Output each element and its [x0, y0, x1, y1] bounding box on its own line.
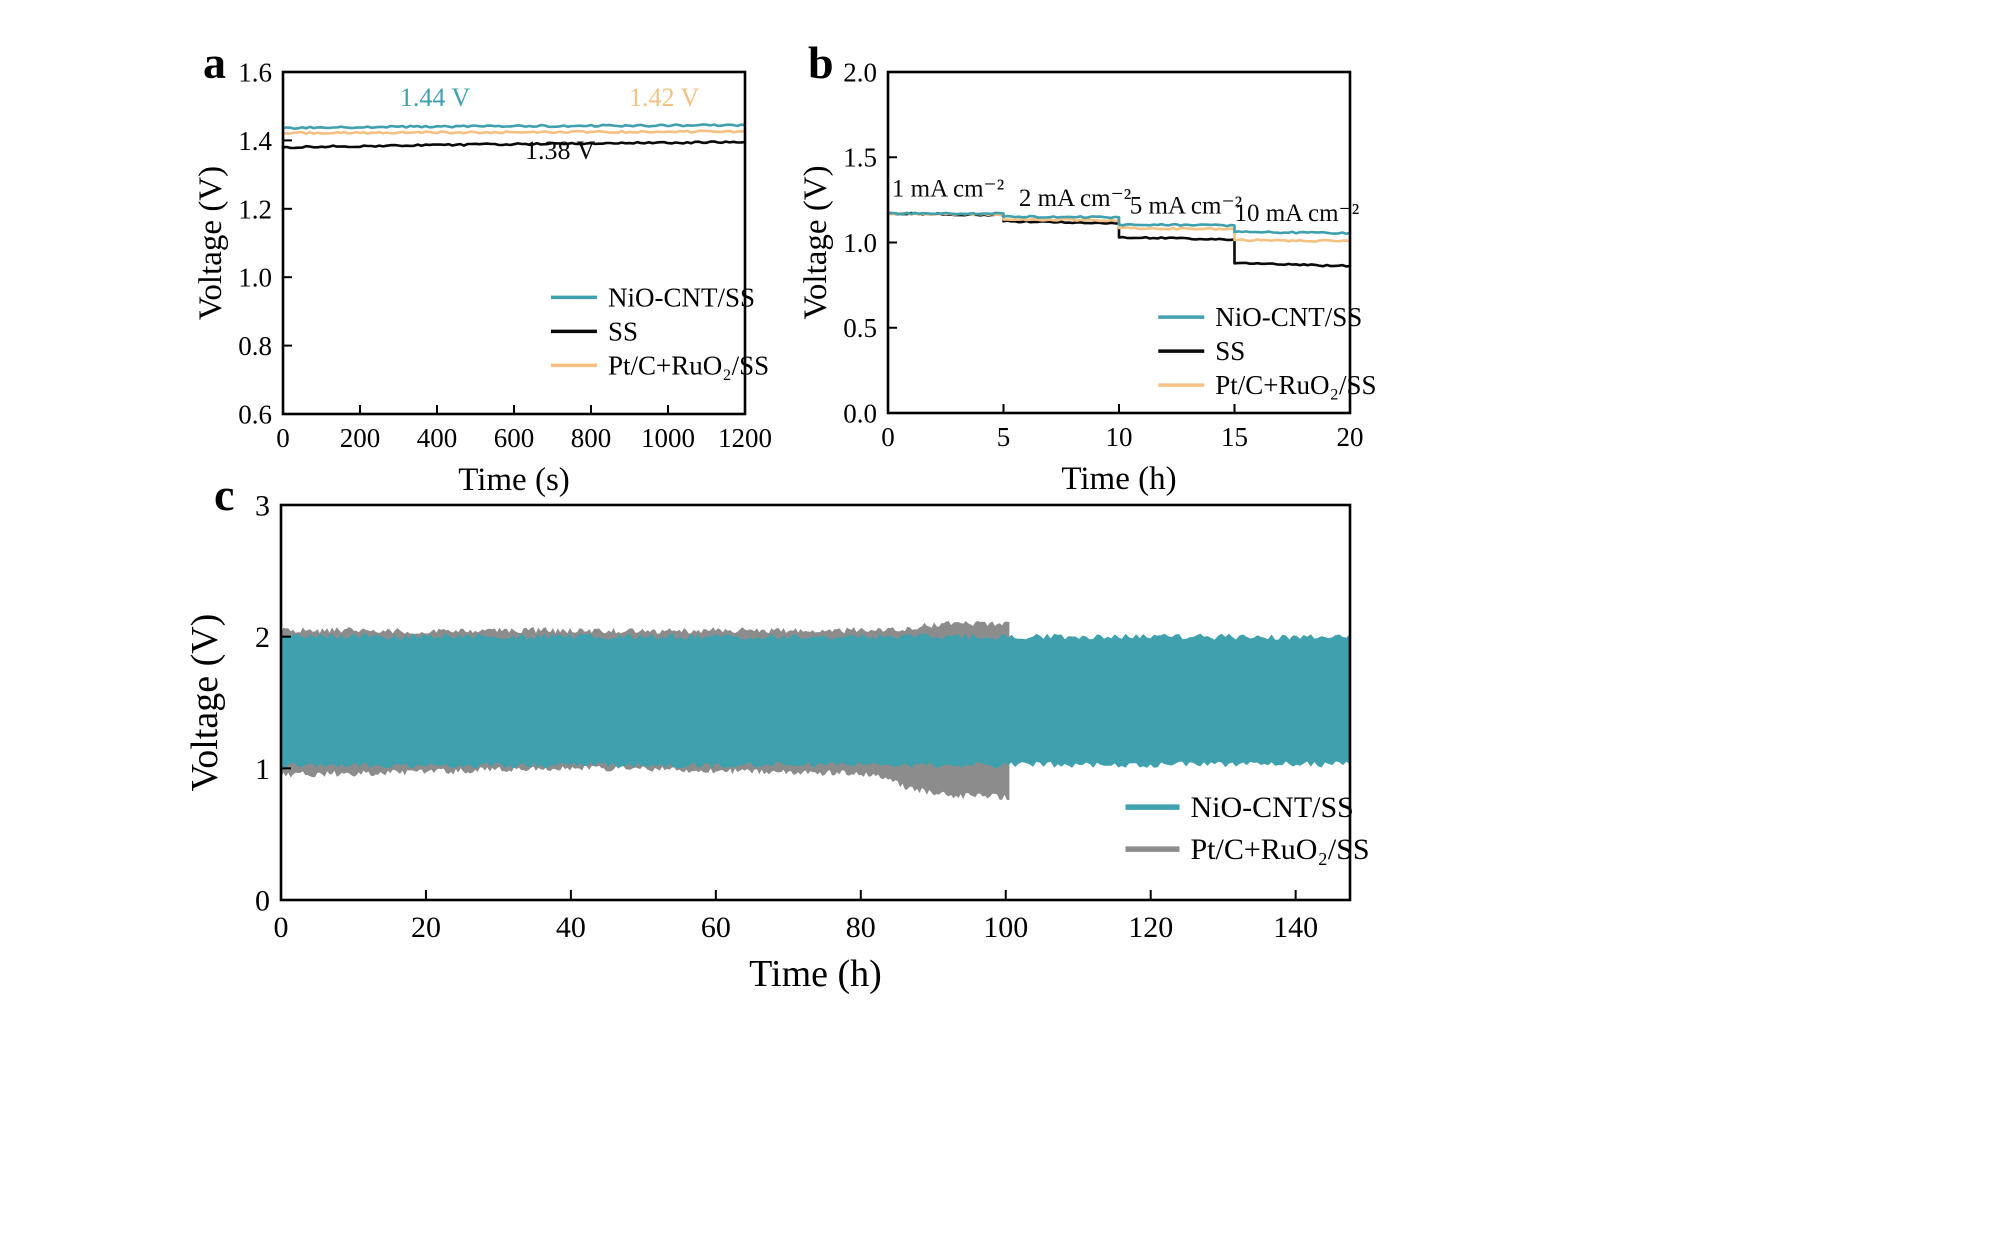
- x-tick-label: 400: [417, 423, 458, 453]
- legend-label: NiO-CNT/SS: [1191, 791, 1354, 824]
- x-tick-label: 20: [1337, 422, 1364, 452]
- y-tick-label: 1.4: [238, 126, 272, 156]
- axes-box: [279, 503, 1352, 902]
- annotation: 1 mA cm⁻²: [892, 175, 1004, 202]
- x-tick-label: 200: [340, 423, 381, 453]
- y-tick-label: 1: [255, 753, 270, 786]
- x-tick-label: 1000: [641, 423, 695, 453]
- y-tick-label: 0: [255, 885, 270, 918]
- y-tick-label: 0.0: [843, 398, 877, 428]
- x-tick-label: 100: [983, 911, 1028, 944]
- legend-label: NiO-CNT/SS: [608, 282, 755, 312]
- panel-c-label: c: [214, 469, 235, 520]
- x-tick-label: 40: [556, 911, 586, 944]
- y-axis-title: Voltage (V): [798, 165, 834, 319]
- x-axis-title: Time (h): [1061, 461, 1176, 497]
- x-tick-label: 800: [571, 423, 612, 453]
- legend-label: SS: [1215, 336, 1245, 366]
- annotation: 1.44 V: [400, 83, 471, 112]
- y-axis-title: Voltage (V): [193, 166, 229, 320]
- line-Pt/C+RuO₂/SS: [281, 129, 747, 136]
- line-NiO-CNT/SS: [886, 211, 1352, 235]
- x-tick-label: 1200: [718, 423, 772, 453]
- y-tick-label: 1.0: [843, 228, 877, 258]
- x-tick-label: 0: [881, 422, 895, 452]
- x-tick-label: 140: [1273, 911, 1318, 944]
- panel-c-cycling-stability-chart: 0 20 40 60 80 100 120 140 0 1 2 3 Time (h) Voltage (V…: [185, 490, 1370, 996]
- annotation: 1.38 V: [525, 136, 596, 165]
- y-tick-label: 2: [255, 621, 270, 654]
- annotation: 10 mA cm⁻²: [1234, 200, 1359, 227]
- axes-box: [886, 70, 1352, 415]
- x-tick-label: 0: [276, 423, 290, 453]
- panel-b-rate-step-chart: 0 5 10 15 20 0.0 0.5 1.0 1.5 2.0 Time (h) Voltage (…: [798, 57, 1376, 497]
- y-tick-label: 1.2: [238, 194, 272, 224]
- legend-label: Pt/C+RuO₂/SS: [608, 350, 769, 380]
- x-tick-label: 80: [846, 911, 876, 944]
- x-tick-label: 600: [494, 423, 535, 453]
- annotation: 5 mA cm⁻²: [1130, 193, 1242, 220]
- x-tick-label: 20: [411, 911, 441, 944]
- y-tick-label: 3: [255, 490, 270, 523]
- y-tick-label: 1.5: [843, 143, 877, 173]
- y-tick-label: 0.6: [238, 399, 272, 429]
- legend-label: Pt/C+RuO₂/SS: [1191, 833, 1370, 866]
- panel-a-voltage-time-chart: 0 200 400 600 800 1000 1200 0.6 0.8 1.0 1.2 1.4 1.6 T…: [193, 57, 772, 498]
- legend-label: SS: [608, 316, 638, 346]
- x-tick-label: 0: [274, 911, 289, 944]
- annotation: 2 mA cm⁻²: [1019, 185, 1131, 212]
- y-tick-label: 0.8: [238, 331, 272, 361]
- annotation: 1.42 V: [629, 83, 700, 112]
- y-tick-label: 0.5: [843, 313, 877, 343]
- y-tick-label: 1.0: [238, 263, 272, 293]
- y-tick-label: 2.0: [843, 57, 877, 87]
- x-axis-title: Time (s): [458, 462, 570, 498]
- panel-a-label: a: [203, 37, 226, 88]
- line-NiO-CNT/SS: [281, 123, 747, 130]
- x-tick-label: 60: [701, 911, 731, 944]
- x-tick-label: 10: [1106, 422, 1133, 452]
- y-tick-label: 1.6: [238, 57, 272, 87]
- x-axis-title: Time (h): [749, 953, 882, 995]
- x-tick-label: 5: [997, 422, 1011, 452]
- legend-label: Pt/C+RuO₂/SS: [1215, 370, 1376, 400]
- x-tick-label: 15: [1221, 422, 1248, 452]
- band-NiO-CNT/SS: [281, 633, 1350, 769]
- y-axis-title: Voltage (V): [185, 614, 226, 792]
- legend-label: NiO-CNT/SS: [1215, 302, 1362, 332]
- x-tick-label: 120: [1128, 911, 1173, 944]
- line-SS: [281, 140, 747, 150]
- panel-b-label: b: [808, 37, 834, 88]
